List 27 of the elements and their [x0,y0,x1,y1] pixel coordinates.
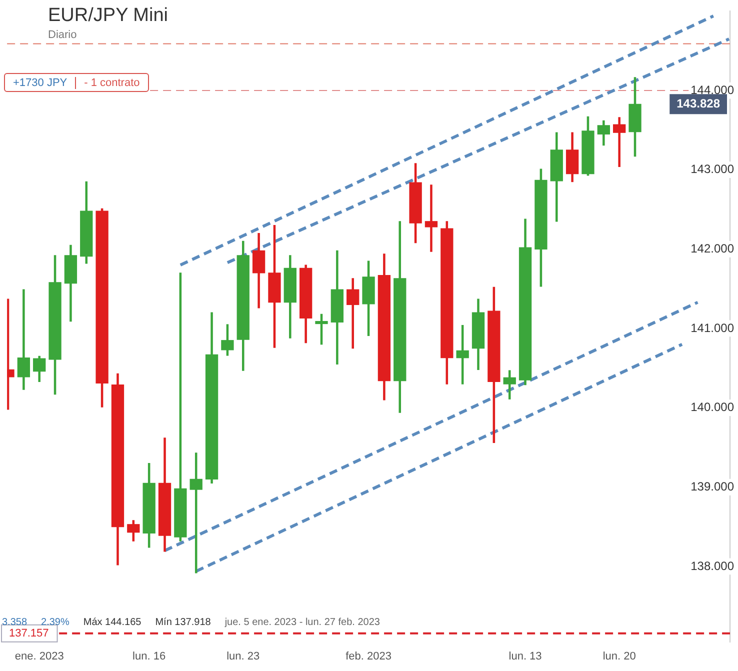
chart-title: EUR/JPY Mini [48,5,168,27]
annotation: jue. 5 ene. 2023 - lun. 27 feb. 2023 [224,617,380,628]
annotation: Mín 137.918 [155,617,211,628]
y-tick-label: 143.000 [690,162,734,176]
y-tick-label: 142.000 [690,241,734,256]
annotation: Máx 144.165 [83,617,142,628]
y-tick-label: 141.000 [690,320,734,335]
y-tick-label: 144.000 [690,82,734,97]
annotation: 3.358 [2,617,28,628]
annotation: - 1 contrato [75,76,148,88]
annotation: 2.39% [41,617,70,628]
x-tick-label: lun. 23 [226,650,260,662]
x-tick-label: feb. 2023 [346,650,392,662]
candlestick [613,117,626,167]
annotation: 143.828 [676,96,720,110]
x-tick-label: ene. 2023 [14,650,64,662]
x-tick-label: lun. 20 [602,650,636,662]
candlestick [424,184,438,252]
y-tick-label: 139.000 [690,479,734,494]
x-tick-label: lun. 13 [508,650,542,662]
ref-line-label: 137.157 [9,627,49,640]
y-tick-label: 140.000 [690,400,734,414]
position-field: +1730 JPY - 1 contrato [4,73,149,92]
y-tick-label: 138.000 [690,558,734,573]
text: Diario [48,29,77,41]
x-tick-label: lun. 16 [132,650,166,662]
annotation: +1730 JPY [12,76,68,88]
